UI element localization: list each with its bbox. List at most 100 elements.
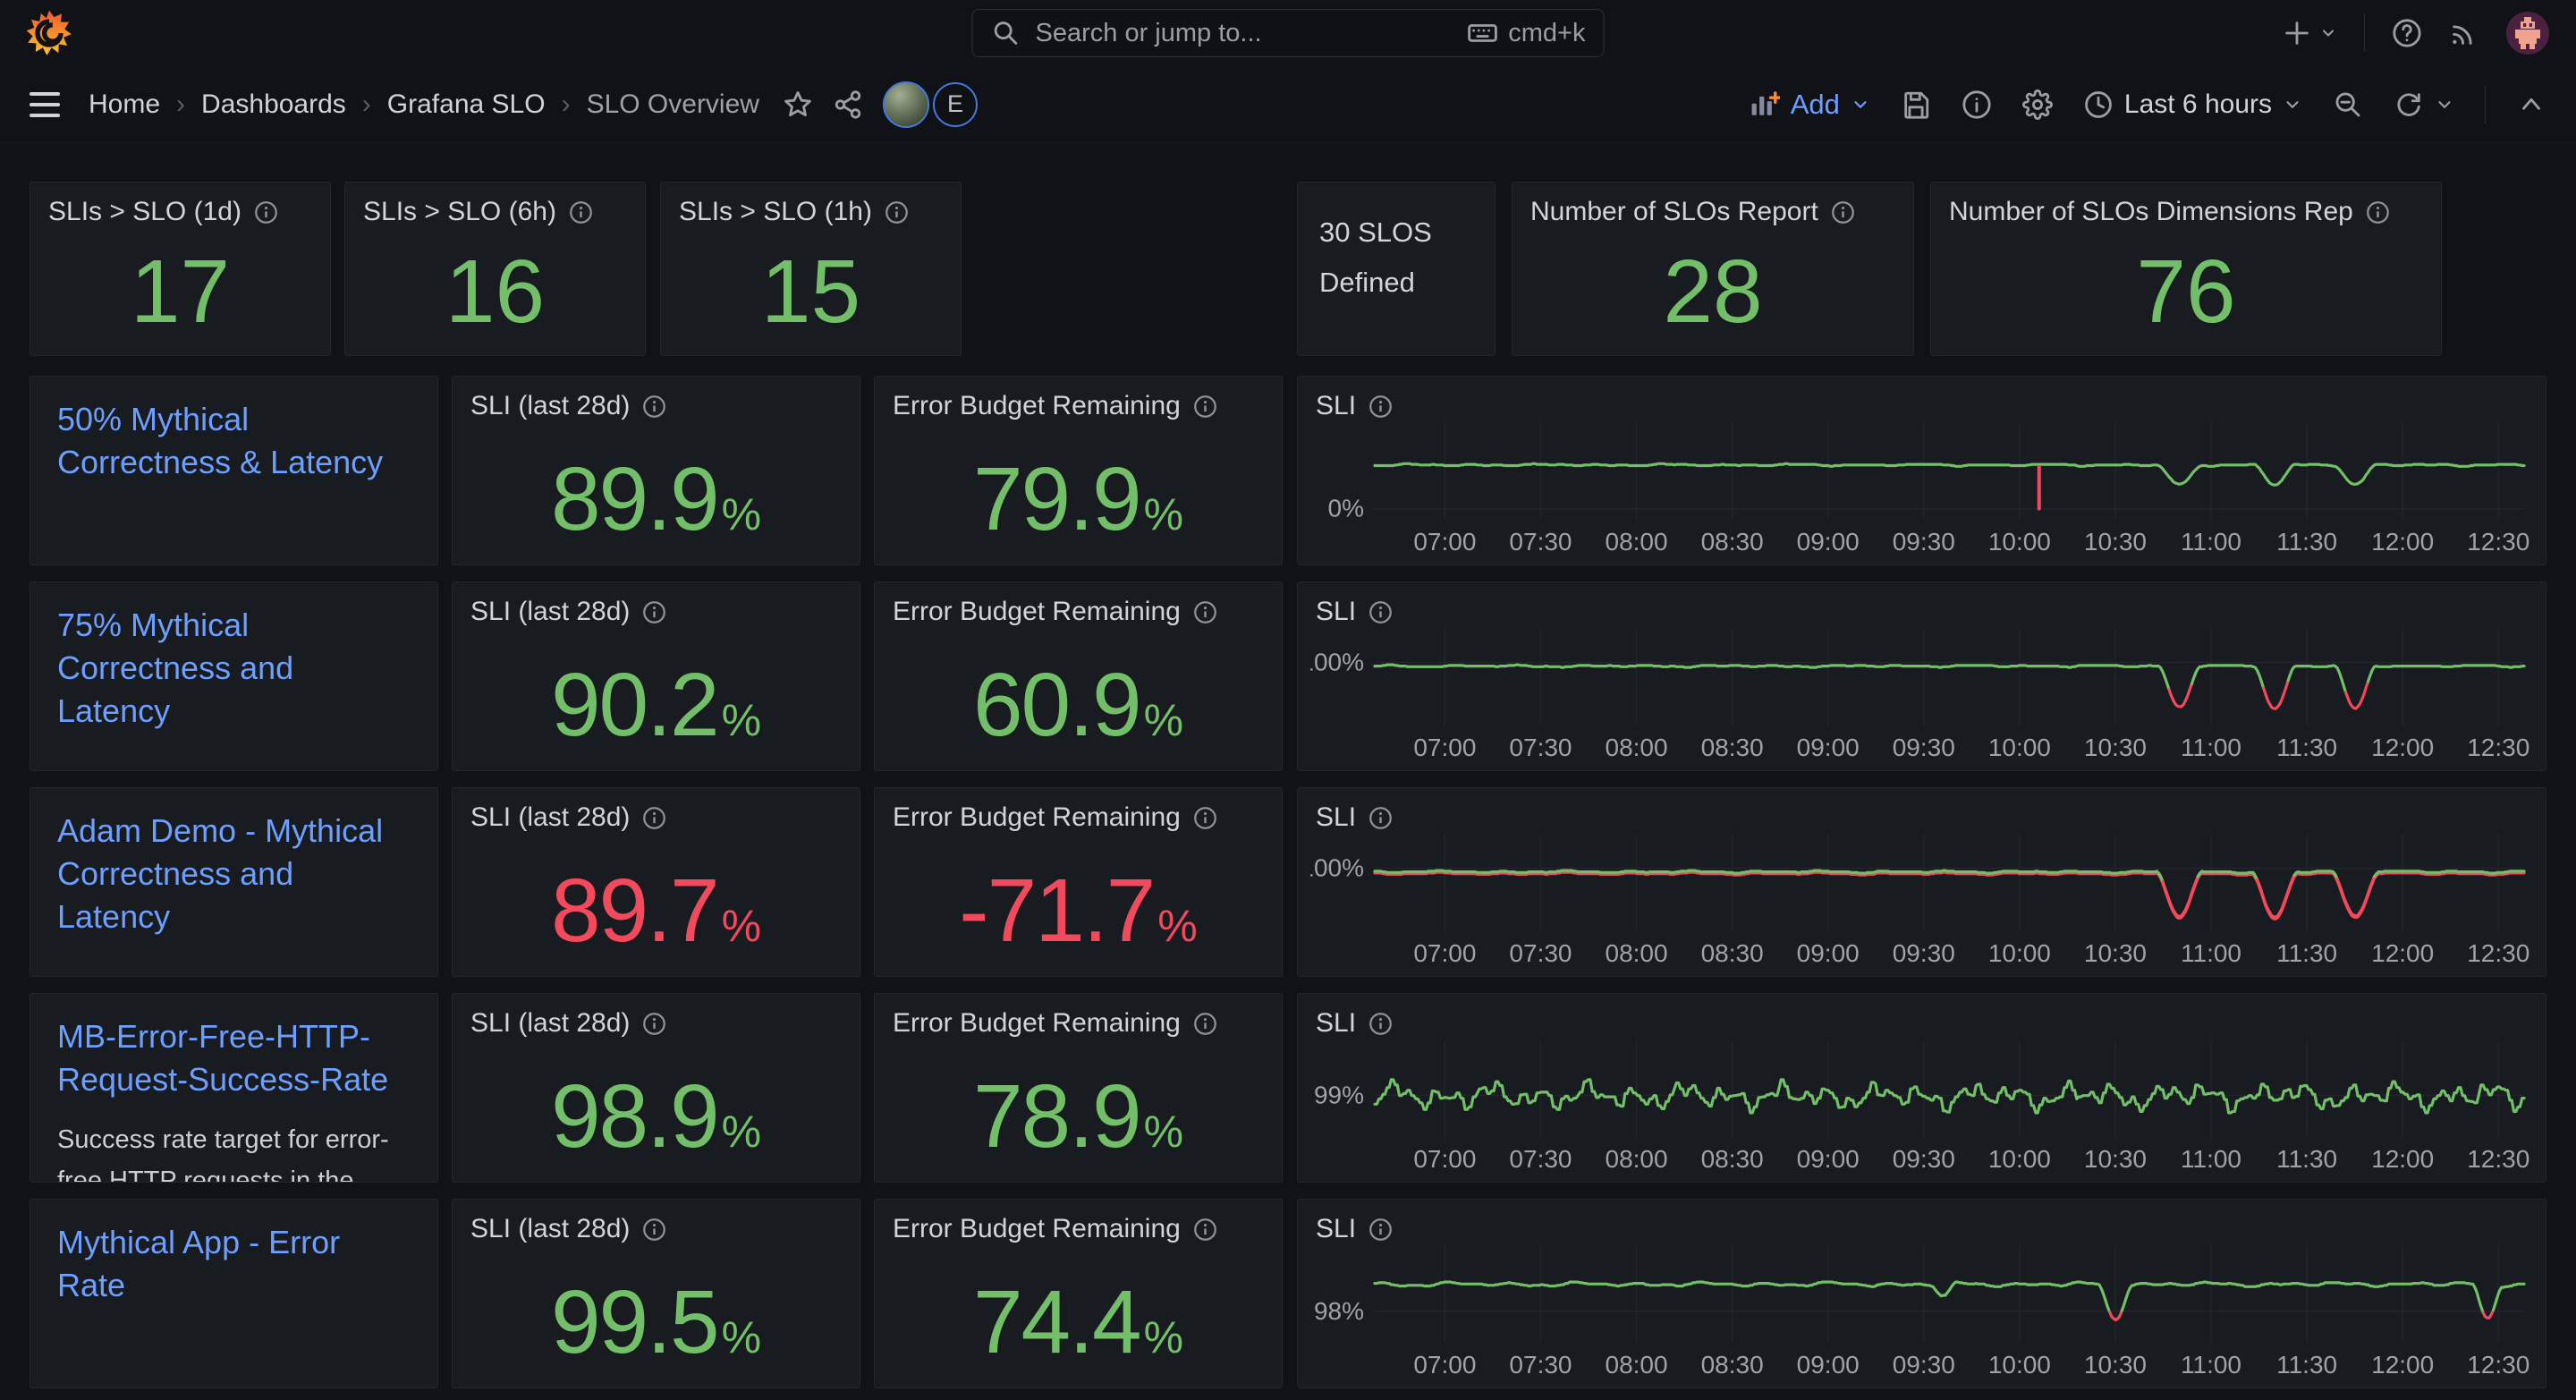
info-icon[interactable] — [2366, 200, 2390, 225]
big-value: 90.2% — [551, 660, 761, 750]
panel-title-row: Error Budget Remaining — [875, 377, 1282, 421]
panel-title-row: Error Budget Remaining — [875, 582, 1282, 627]
text-line: Defined — [1319, 267, 1415, 298]
sli-panel: SLI (last 28d) 89.9% — [452, 376, 860, 565]
x-axis-tick: 07:30 — [1509, 528, 1572, 556]
info-icon[interactable] — [885, 200, 909, 225]
save-dashboard-icon[interactable] — [1901, 89, 1931, 120]
search-shortcut: cmd+k — [1467, 18, 1586, 48]
slo-link[interactable]: 50% Mythical Correctness & Latency — [57, 401, 384, 480]
info-icon[interactable] — [254, 200, 278, 225]
info-icon[interactable] — [1831, 200, 1855, 225]
dashboard-insights-icon[interactable] — [1962, 89, 1992, 120]
sli-value: 90.2% — [453, 640, 860, 770]
slo-link[interactable]: Adam Demo - Mythical Correctness and Lat… — [57, 812, 384, 935]
info-icon[interactable] — [1193, 1012, 1217, 1036]
x-axis-tick: 08:00 — [1606, 1145, 1668, 1173]
info-icon[interactable] — [1193, 395, 1217, 419]
sli-timeseries[interactable]: 07:00 07:30 08:00 08:30 09:00 09:30 10:00 10:30… — [1310, 416, 2533, 561]
slo-link[interactable]: Mythical App - Error Rate — [57, 1224, 341, 1303]
info-icon[interactable] — [642, 395, 666, 419]
stats-row: SLIs > SLO (1d) 17 SLIs > SLO (6h) 16 SLIs >… — [30, 182, 2546, 356]
info-icon[interactable] — [1193, 1218, 1217, 1242]
search-input[interactable]: Search or jump to... cmd+k — [971, 9, 1605, 57]
sli-timeseries[interactable]: 07:00 07:30 08:00 08:30 09:00 09:30 10:00 10:30… — [1310, 1239, 2533, 1384]
x-axis-tick: 12:00 — [2371, 1351, 2434, 1379]
grafana-logo[interactable] — [25, 9, 73, 57]
ebr-panel: Error Budget Remaining 79.9% — [874, 376, 1283, 565]
topnav-actions — [2282, 12, 2549, 55]
slo-link[interactable]: 75% Mythical Correctness and Latency — [57, 607, 294, 729]
breadcrumb-current: SLO Overview — [586, 89, 759, 119]
panel-title: SLI — [1316, 391, 1357, 420]
value-number: 74.4 — [972, 1272, 1142, 1372]
user-avatar[interactable] — [2506, 12, 2549, 55]
info-icon[interactable] — [642, 1218, 666, 1242]
ebr-panel: Error Budget Remaining 74.4% — [874, 1199, 1283, 1388]
sli-timeseries[interactable]: 07:00 07:30 08:00 08:30 09:00 09:30 10:00 10:30… — [1310, 1033, 2533, 1178]
stat-value-number: 16 — [445, 241, 546, 342]
star-icon[interactable] — [783, 89, 813, 120]
panel-title: SLI — [1316, 802, 1357, 832]
info-icon[interactable] — [1193, 600, 1217, 624]
info-icon[interactable] — [642, 600, 666, 624]
viewer-badge[interactable]: E — [932, 81, 978, 127]
collapse-up-icon[interactable] — [2516, 89, 2546, 120]
x-axis-tick: 09:00 — [1797, 734, 1860, 761]
sli-timeseries[interactable]: 07:00 07:30 08:00 08:30 09:00 09:30 10:00 10:30… — [1310, 622, 2533, 767]
stat-value: 16 — [345, 227, 645, 355]
value-number: 89.7 — [550, 861, 720, 961]
info-icon[interactable] — [1368, 806, 1393, 830]
refresh-button[interactable] — [2394, 89, 2454, 120]
slo-link[interactable]: MB-Error-Free-HTTP-Request-Success-Rate — [57, 1018, 389, 1098]
info-icon[interactable] — [569, 200, 593, 225]
share-icon[interactable] — [833, 89, 863, 120]
panel-title: SLI (last 28d) — [470, 597, 631, 626]
sli-timeseries[interactable]: 07:00 07:30 08:00 08:30 09:00 09:30 10:00 10:30… — [1310, 827, 2533, 972]
x-axis-tick: 11:00 — [2181, 528, 2241, 556]
sli-chart-panel: SLI 07:00 07:30 08:00 08:30 09:00 09:30 10:00 10… — [1297, 787, 2546, 977]
value-unit: % — [1157, 901, 1198, 951]
new-menu-button[interactable] — [2282, 18, 2337, 48]
breadcrumb-separator: › — [176, 89, 186, 119]
info-icon[interactable] — [1193, 806, 1217, 830]
value-number: 98.9 — [550, 1066, 720, 1167]
panel-title-row: SLI — [1298, 1200, 2546, 1244]
dashboard-actions: E — [783, 81, 978, 128]
info-icon[interactable] — [1368, 395, 1393, 419]
x-axis-tick: 10:00 — [1988, 939, 2051, 967]
breadcrumb-dashboards[interactable]: Dashboards — [201, 89, 346, 119]
news-feed-icon[interactable] — [2449, 18, 2479, 48]
stat-value-number: 15 — [760, 241, 861, 342]
value-number: 89.9 — [550, 449, 720, 549]
menu-toggle-button[interactable] — [30, 89, 60, 121]
sli-value: 98.9% — [453, 1051, 860, 1182]
ebr-panel: Error Budget Remaining -71.7% — [874, 787, 1283, 977]
breadcrumb-separator: › — [361, 89, 371, 119]
x-axis-tick: 12:00 — [2371, 528, 2434, 556]
breadcrumb-home[interactable]: Home — [89, 89, 161, 119]
add-panel-button[interactable]: Add — [1750, 89, 1870, 121]
dashboard-settings-icon[interactable] — [2021, 89, 2053, 120]
time-range-picker[interactable]: Last 6 hours — [2083, 89, 2302, 120]
info-icon[interactable] — [1368, 1012, 1393, 1036]
stat-panel: SLIs > SLO (1h) 15 — [660, 182, 962, 356]
info-icon[interactable] — [1368, 600, 1393, 624]
x-axis-tick: 07:30 — [1509, 939, 1572, 967]
keyboard-icon — [1467, 24, 1497, 42]
help-icon[interactable] — [2392, 18, 2422, 48]
stat-value-number: 76 — [2136, 241, 2236, 342]
ebr-value: 74.4% — [875, 1257, 1282, 1387]
big-value: 79.9% — [973, 454, 1183, 544]
info-icon[interactable] — [642, 806, 666, 830]
stat-value: 15 — [661, 227, 961, 355]
zoom-out-icon[interactable] — [2333, 89, 2363, 120]
viewer-avatar[interactable] — [882, 81, 929, 128]
breadcrumb-folder[interactable]: Grafana SLO — [386, 89, 546, 119]
big-value: 89.7% — [551, 866, 761, 955]
panel-title: SLI (last 28d) — [470, 391, 631, 420]
info-icon[interactable] — [642, 1012, 666, 1036]
panel-title-row: Number of SLOs Dimensions Rep — [1931, 182, 2441, 227]
big-value: 98.9% — [551, 1072, 761, 1161]
info-icon[interactable] — [1368, 1218, 1393, 1242]
